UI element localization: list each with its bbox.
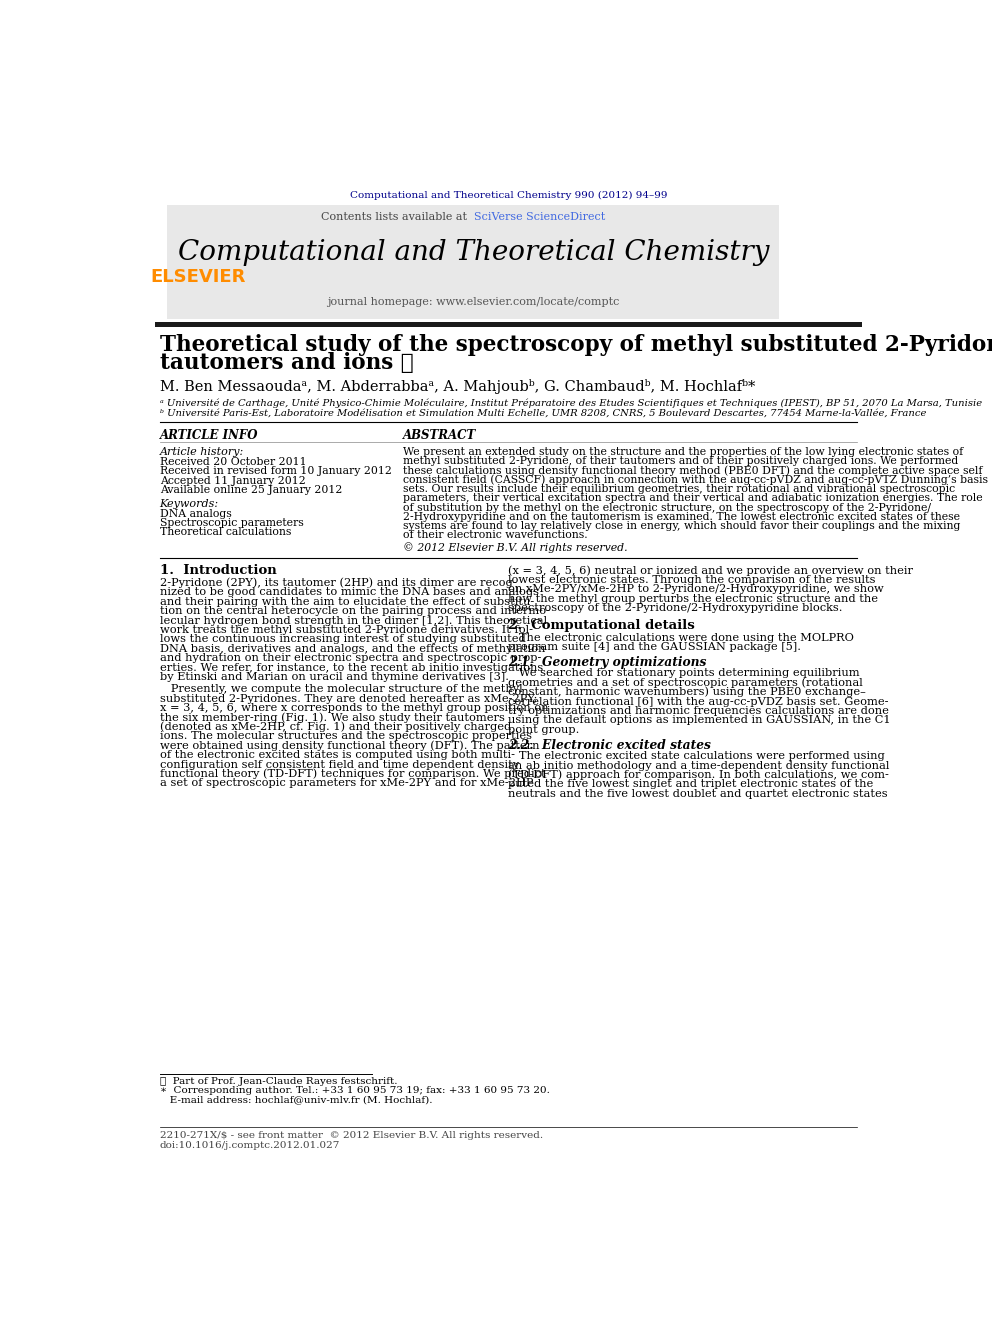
Text: methyl substituted 2-Pyridone, of their tautomers and of their positively charge: methyl substituted 2-Pyridone, of their …	[403, 456, 958, 467]
Text: lecular hydrogen bond strength in the dimer [1,2]. This theoretical: lecular hydrogen bond strength in the di…	[160, 615, 547, 626]
Text: were obtained using density functional theory (DFT). The pattern: were obtained using density functional t…	[160, 741, 539, 751]
Text: 2.  Computational details: 2. Computational details	[509, 619, 695, 632]
Text: 2.2.  Electronic excited states: 2.2. Electronic excited states	[509, 738, 711, 751]
Text: geometries and a set of spectroscopic parameters (rotational: geometries and a set of spectroscopic pa…	[509, 677, 863, 688]
Text: The electronic excited state calculations were performed using: The electronic excited state calculation…	[509, 751, 885, 761]
Bar	[155, 321, 862, 327]
Text: ELSEVIER: ELSEVIER	[151, 267, 246, 286]
Text: DNA analogs: DNA analogs	[160, 509, 231, 519]
Text: M. Ben Messaoudaᵃ, M. Abderrabbaᵃ, A. Mahjoubᵇ, G. Chambaudᵇ, M. Hochlafᵇ*: M. Ben Messaoudaᵃ, M. Abderrabbaᵃ, A. Ma…	[160, 380, 755, 394]
Text: Computational and Theoretical Chemistry 990 (2012) 94–99: Computational and Theoretical Chemistry …	[349, 191, 668, 200]
Text: Contents lists available at: Contents lists available at	[320, 212, 473, 222]
Text: substituted 2-Pyridones. They are denoted hereafter as xMe-2PY;: substituted 2-Pyridones. They are denote…	[160, 693, 537, 704]
Text: © 2012 Elsevier B.V. All rights reserved.: © 2012 Elsevier B.V. All rights reserved…	[403, 542, 628, 553]
Text: Article history:: Article history:	[160, 447, 244, 458]
Text: parameters, their vertical excitation spectra and their vertical and adiabatic i: parameters, their vertical excitation sp…	[403, 493, 983, 503]
Text: Received in revised form 10 January 2012: Received in revised form 10 January 2012	[160, 467, 392, 476]
Text: 1.  Introduction: 1. Introduction	[160, 564, 277, 577]
Text: Theoretical study of the spectroscopy of methyl substituted 2-Pyridones,: Theoretical study of the spectroscopy of…	[160, 335, 992, 356]
Text: these calculations using density functional theory method (PBE0 DFT) and the com: these calculations using density functio…	[403, 466, 982, 476]
Text: the six member-ring (Fig. 1). We also study their tautomers: the six member-ring (Fig. 1). We also st…	[160, 712, 505, 722]
Text: nized to be good candidates to mimic the DNA bases and analogs: nized to be good candidates to mimic the…	[160, 587, 539, 598]
Text: E-mail address: hochlaf@univ-mlv.fr (M. Hochlaf).: E-mail address: hochlaf@univ-mlv.fr (M. …	[160, 1095, 433, 1105]
Text: We searched for stationary points determining equilibrium: We searched for stationary points determ…	[509, 668, 860, 679]
Text: Computational and Theoretical Chemistry: Computational and Theoretical Chemistry	[178, 239, 769, 266]
Text: lows the continuous increasing interest of studying substituted: lows the continuous increasing interest …	[160, 635, 526, 644]
Text: sets. Our results include their equilibrium geometries, their rotational and vib: sets. Our results include their equilibr…	[403, 484, 955, 493]
Text: 2210-271X/$ - see front matter  © 2012 Elsevier B.V. All rights reserved.: 2210-271X/$ - see front matter © 2012 El…	[160, 1131, 543, 1139]
Text: ions. The molecular structures and the spectroscopic properties: ions. The molecular structures and the s…	[160, 732, 532, 741]
Text: SciVerse ScienceDirect: SciVerse ScienceDirect	[473, 212, 605, 222]
Text: Keywords:: Keywords:	[160, 499, 219, 509]
Text: We present an extended study on the structure and the properties of the low lyin: We present an extended study on the stru…	[403, 447, 963, 458]
Text: 2-Pyridone (2PY), its tautomer (2HP) and its dimer are recog-: 2-Pyridone (2PY), its tautomer (2HP) and…	[160, 578, 516, 589]
Text: journal homepage: www.elsevier.com/locate/comptc: journal homepage: www.elsevier.com/locat…	[327, 296, 620, 307]
Text: 2.1.  Geometry optimizations: 2.1. Geometry optimizations	[509, 656, 706, 669]
Text: x = 3, 4, 5, 6, where x corresponds to the methyl group position on: x = 3, 4, 5, 6, where x corresponds to t…	[160, 704, 549, 713]
Text: of substitution by the methyl on the electronic structure, on the spectroscopy o: of substitution by the methyl on the ele…	[403, 503, 931, 512]
Text: 2-Hydroxypyridine and on the tautomerism is examined. The lowest electronic exci: 2-Hydroxypyridine and on the tautomerism…	[403, 512, 960, 521]
Text: Theoretical calculations: Theoretical calculations	[160, 527, 291, 537]
Text: configuration self consistent field and time dependent density: configuration self consistent field and …	[160, 759, 519, 770]
Text: spectroscopy of the 2-Pyridone/2-Hydroxypyridine blocks.: spectroscopy of the 2-Pyridone/2-Hydroxy…	[509, 603, 843, 614]
Text: program suite [4] and the GAUSSIAN package [5].: program suite [4] and the GAUSSIAN packa…	[509, 642, 802, 652]
Text: DNA basis, derivatives and analogs, and the effects of methylation: DNA basis, derivatives and analogs, and …	[160, 644, 545, 654]
Text: (x = 3, 4, 5, 6) neutral or ionized and we provide an overview on their: (x = 3, 4, 5, 6) neutral or ionized and …	[509, 565, 914, 576]
Text: functional theory (TD-DFT) techniques for comparison. We predict: functional theory (TD-DFT) techniques fo…	[160, 769, 546, 779]
Text: (TD-DFT) approach for comparison. In both calculations, we com-: (TD-DFT) approach for comparison. In bot…	[509, 770, 889, 781]
Text: consistent field (CASSCF) approach in connection with the aug-cc-pVDZ and aug-cc: consistent field (CASSCF) approach in co…	[403, 475, 988, 486]
Text: of their electronic wavefunctions.: of their electronic wavefunctions.	[403, 531, 587, 540]
Text: and their pairing with the aim to elucidate the effect of substitu-: and their pairing with the aim to elucid…	[160, 597, 534, 607]
Text: and hydration on their electronic spectra and spectroscopic prop-: and hydration on their electronic spectr…	[160, 654, 541, 663]
Bar	[167, 205, 779, 319]
Text: The electronic calculations were done using the MOLPRO: The electronic calculations were done us…	[509, 632, 854, 643]
Text: how the methyl group perturbs the electronic structure and the: how the methyl group perturbs the electr…	[509, 594, 878, 603]
Text: ABSTRACT: ABSTRACT	[403, 430, 476, 442]
Text: Presently, we compute the molecular structure of the methyl: Presently, we compute the molecular stru…	[160, 684, 522, 695]
Text: on xMe-2PY/xMe-2HP to 2-Pyridone/2-Hydroxypyridine, we show: on xMe-2PY/xMe-2HP to 2-Pyridone/2-Hydro…	[509, 585, 884, 594]
Text: lowest electronic states. Through the comparison of the results: lowest electronic states. Through the co…	[509, 576, 876, 585]
Text: Spectroscopic parameters: Spectroscopic parameters	[160, 519, 304, 528]
Text: erties. We refer, for instance, to the recent ab initio investigations: erties. We refer, for instance, to the r…	[160, 663, 543, 672]
Text: Available online 25 January 2012: Available online 25 January 2012	[160, 484, 342, 495]
Text: of the electronic excited states is computed using both multi-: of the electronic excited states is comp…	[160, 750, 515, 761]
Text: Accepted 11 January 2012: Accepted 11 January 2012	[160, 476, 306, 486]
Text: constant, harmonic wavenumbers) using the PBE0 exchange–: constant, harmonic wavenumbers) using th…	[509, 687, 866, 697]
Text: point group.: point group.	[509, 725, 579, 734]
Text: ᵃ Université de Carthage, Unité Physico-Chimie Moléculaire, Institut Préparatoir: ᵃ Université de Carthage, Unité Physico-…	[160, 398, 982, 407]
Text: doi:10.1016/j.comptc.2012.01.027: doi:10.1016/j.comptc.2012.01.027	[160, 1142, 340, 1151]
Text: ARTICLE INFO: ARTICLE INFO	[160, 430, 258, 442]
Text: (denoted as xMe-2HP, cf. Fig. 1) and their positively charged: (denoted as xMe-2HP, cf. Fig. 1) and the…	[160, 722, 511, 733]
Text: tautomers and ions ☆: tautomers and ions ☆	[160, 352, 414, 374]
Text: using the default options as implemented in GAUSSIAN, in the C1: using the default options as implemented…	[509, 716, 891, 725]
Text: ★  Part of Prof. Jean-Claude Rayes festschrift.: ★ Part of Prof. Jean-Claude Rayes festsc…	[160, 1077, 397, 1086]
Text: a set of spectroscopic parameters for xMe-2PY and for xMe-2HP: a set of spectroscopic parameters for xM…	[160, 778, 533, 789]
Text: ∗  Corresponding author. Tel.: +33 1 60 95 73 19; fax: +33 1 60 95 73 20.: ∗ Corresponding author. Tel.: +33 1 60 9…	[160, 1086, 550, 1095]
Text: Received 20 October 2011: Received 20 October 2011	[160, 458, 307, 467]
Text: try optimizations and harmonic frequencies calculations are done: try optimizations and harmonic frequenci…	[509, 706, 889, 716]
Text: an ab initio methodology and a time-dependent density functional: an ab initio methodology and a time-depe…	[509, 761, 890, 770]
Text: puted the five lowest singlet and triplet electronic states of the: puted the five lowest singlet and triple…	[509, 779, 874, 790]
Text: systems are found to lay relatively close in energy, which should favor their co: systems are found to lay relatively clos…	[403, 521, 960, 531]
Text: correlation functional [6] with the aug-cc-pVDZ basis set. Geome-: correlation functional [6] with the aug-…	[509, 697, 889, 706]
Text: work treats the methyl substituted 2-Pyridone derivatives. It fol-: work treats the methyl substituted 2-Pyr…	[160, 624, 533, 635]
Text: by Etinski and Marian on uracil and thymine derivatives [3].: by Etinski and Marian on uracil and thym…	[160, 672, 509, 681]
Text: ᵇ Université Paris-Est, Laboratoire Modélisation et Simulation Multi Echelle, UM: ᵇ Université Paris-Est, Laboratoire Modé…	[160, 409, 926, 417]
Text: neutrals and the five lowest doublet and quartet electronic states: neutrals and the five lowest doublet and…	[509, 789, 888, 799]
Text: tion on the central heterocycle on the pairing process and intermo-: tion on the central heterocycle on the p…	[160, 606, 550, 617]
